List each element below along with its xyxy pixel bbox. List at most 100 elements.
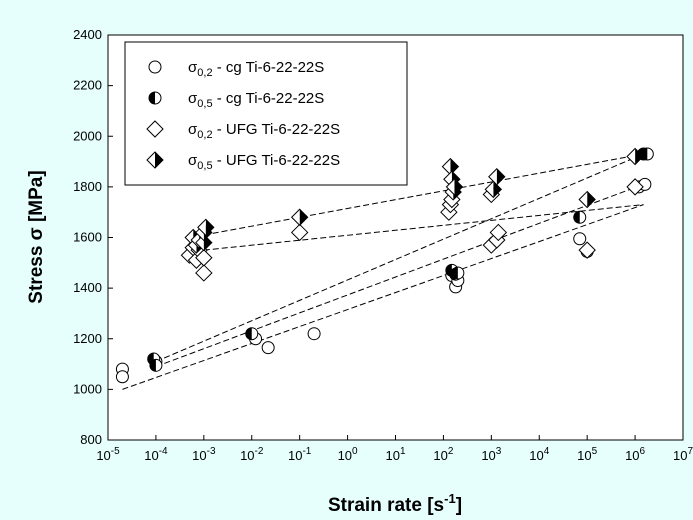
data-point [290,208,309,226]
marker-shape [146,120,164,138]
x-tick-exponent: 1 [400,446,406,457]
legend-symbol: σ [188,152,198,169]
marker-fill [485,181,494,198]
x-tick-base: 10 [433,448,447,463]
x-tick-label: 104 [529,446,549,463]
x-axis-title-exponent: -1 [444,491,456,506]
marker-half [493,181,502,198]
data-point [290,223,309,242]
marker-shape [148,60,162,74]
marker-shape [573,232,587,246]
x-tick-base: 10 [529,448,543,463]
marker-outline [195,233,213,252]
fit-line [122,204,644,390]
data-point [197,218,215,237]
x-tick-base: 10 [481,448,495,463]
x-tick-exponent: -4 [159,446,168,457]
marker-outline [197,218,215,237]
legend-label: σ0,5 - cg Ti-6-22-22S [188,90,324,110]
y-tick-label: 1000 [73,381,102,396]
x-axis-title-main: Strain rate [s [328,495,444,516]
marker-outline [451,266,465,280]
marker-half [450,158,459,175]
y-tick-label: 800 [80,432,102,447]
x-tick-label: 10-4 [144,446,168,463]
data-point [626,147,644,166]
data-point [307,327,321,341]
x-tick-base: 10 [288,448,302,463]
y-tick-label: 2400 [73,27,102,42]
legend-subscript: 0,2 [197,67,212,79]
data-point [451,266,465,280]
marker-half [496,168,505,185]
data-point [640,147,654,161]
marker-half [155,152,163,168]
marker-outline [488,168,506,186]
legend-subscript: 0,5 [197,160,212,172]
x-tick-label: 10-2 [240,446,264,463]
x-tick-label: 10-3 [192,446,216,463]
legend-marker [146,151,164,169]
data-point [245,327,259,341]
data-point [489,223,508,242]
data-point [445,178,464,196]
x-tick-exponent: -5 [111,446,120,457]
x-tick-label: 101 [385,446,405,463]
x-tick-exponent: 2 [448,446,454,457]
legend: σ0,2 - cg Ti-6-22-22S σ0,5 - cg Ti-6-22-2… [124,41,408,186]
y-axis: 800 1000 1200 1400 1600 1800 2000 2200 2400 [73,27,113,447]
fit-line [203,204,644,251]
x-axis-title: Strain rate [s-1] [328,491,462,516]
legend-label: σ0,2 - UFG Ti-6-22-22S [188,121,340,141]
y-tick-label: 1600 [73,230,102,245]
x-tick-label: 100 [338,446,358,463]
marker-outline [640,147,654,161]
marker-shape [195,249,213,267]
y-tick-label: 1800 [73,179,102,194]
data-point [195,264,213,282]
data-point [488,168,506,186]
x-tick-exponent: 3 [496,446,502,457]
legend-marker [148,91,162,105]
data-point [195,249,213,267]
marker-half [299,209,308,226]
x-tick-exponent: -2 [255,446,264,457]
fit-line [155,183,644,368]
fit-line [155,153,644,362]
marker-shape [261,341,275,355]
legend-symbol: σ [188,121,198,138]
marker-shape [578,241,596,259]
marker-half [205,219,214,236]
x-tick-exponent: -3 [207,446,216,457]
x-tick-label: 10-5 [96,446,120,463]
marker-shape [290,223,309,242]
data-point [578,241,596,259]
x-tick-label: 103 [481,446,501,463]
data-point [115,370,129,384]
y-axis-title: Stress σ [MPa] [26,170,47,303]
x-tick-exponent: 4 [544,446,550,457]
legend-label: σ0,5 - UFG Ti-6-22-22S [188,152,340,172]
y-tick-label: 2000 [73,128,102,143]
x-tick-base: 10 [385,448,399,463]
marker-outline [146,151,164,169]
marker-shape [195,264,213,282]
x-tick-base: 10 [96,448,110,463]
marker-fill [197,219,206,236]
marker-half [454,178,463,195]
y-tick-label: 1400 [73,280,102,295]
x-tick-label: 10-1 [288,446,312,463]
x-tick-base: 10 [673,448,687,463]
data-point [149,358,163,372]
legend-label: σ0,2 - cg Ti-6-22-22S [188,59,324,79]
x-tick-exponent: 0 [352,446,358,457]
data-point [573,232,587,246]
y-tick-label: 2200 [73,78,102,93]
y-tick-label: 1200 [73,331,102,346]
x-tick-base: 10 [192,448,206,463]
x-tick-base: 10 [577,448,591,463]
x-tick-label: 107 [673,446,693,463]
marker-half [149,92,155,104]
marker-shape [626,178,644,196]
